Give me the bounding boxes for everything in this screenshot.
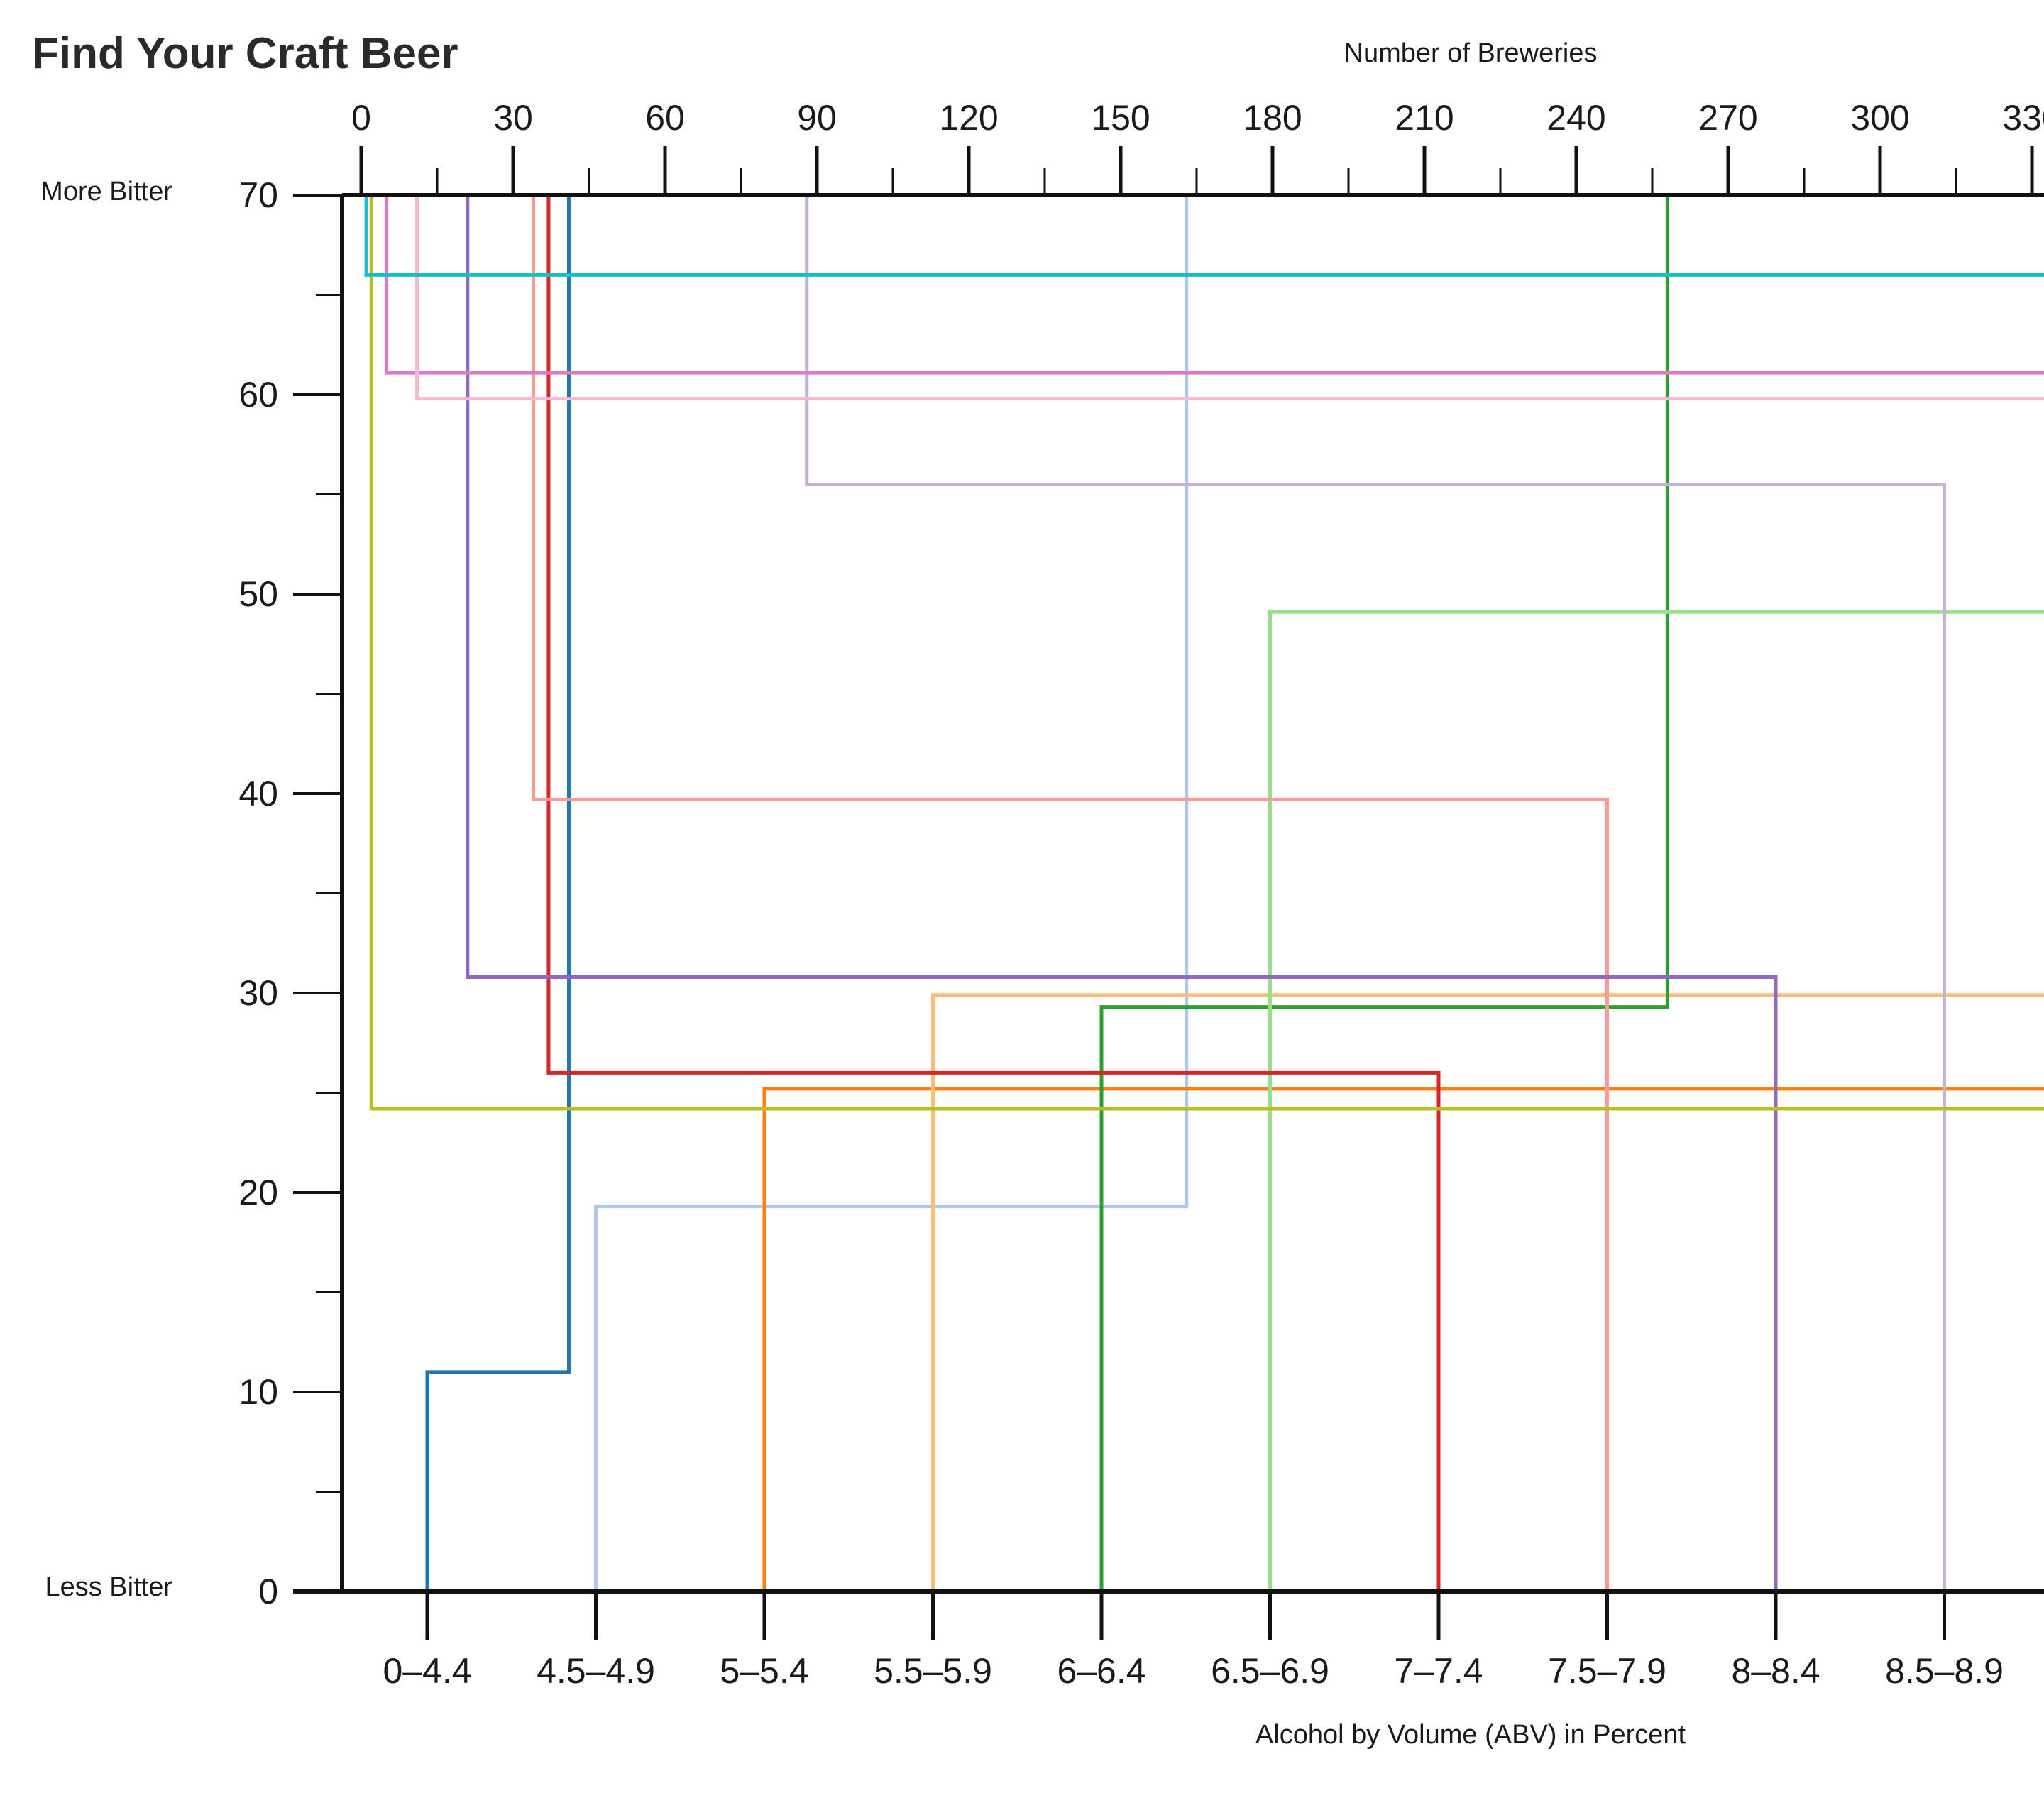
x-top-tick-label: 270 <box>1698 98 1757 138</box>
series-line-11 <box>387 195 2044 373</box>
x-bottom-tick-label: 6.5–6.9 <box>1211 1651 1329 1691</box>
y-tick-label: 0 <box>258 1572 278 1611</box>
x-bottom-tick-label: 5–5.4 <box>720 1651 808 1691</box>
y-tick-label: 30 <box>238 973 278 1013</box>
x-bottom-tick-label: 0–4.4 <box>383 1651 471 1691</box>
series-line-13 <box>366 195 2044 275</box>
y-tick-label: 50 <box>238 574 278 614</box>
x-bottom-tick-label: 8–8.4 <box>1731 1651 1820 1691</box>
x-top-tick-label: 90 <box>797 98 837 138</box>
x-top-axis-title: Number of Breweries <box>1344 38 1598 68</box>
series-line-2 <box>764 195 2044 1591</box>
x-top-tick-label: 30 <box>493 98 533 138</box>
series-line-1 <box>596 195 1187 1591</box>
x-top-tick-label: 210 <box>1395 98 1454 138</box>
x-top-tick-label: 60 <box>645 98 685 138</box>
series-line-3 <box>933 195 2044 1591</box>
x-top-tick-label: 150 <box>1091 98 1150 138</box>
y-tick-label: 60 <box>238 375 278 415</box>
series-line-12 <box>417 195 2044 399</box>
y-tick-label: 20 <box>238 1173 278 1212</box>
x-top-tick-label: 120 <box>939 98 998 138</box>
series-line-9 <box>807 195 1945 1591</box>
series-line-5 <box>1270 195 2044 1591</box>
y-tick-label: 10 <box>238 1372 278 1412</box>
x-bottom-axis-title: Alcohol by Volume (ABV) in Percent <box>1255 1720 1686 1750</box>
x-top-tick-label: 0 <box>351 98 371 138</box>
page-title: Find Your Craft Beer <box>32 28 458 79</box>
less-bitter-label: Less Bitter <box>45 1572 172 1602</box>
x-top-tick-label: 240 <box>1546 98 1605 138</box>
y-tick-label: 40 <box>238 774 278 813</box>
x-bottom-tick-label: 8.5–8.9 <box>1885 1651 2004 1691</box>
series-line-10 <box>371 195 2044 1109</box>
x-bottom-tick-label: 7.5–7.9 <box>1548 1651 1666 1691</box>
y-tick-label: 70 <box>238 175 278 215</box>
series-line-8 <box>468 195 1776 1591</box>
series-line-6 <box>549 195 1439 1591</box>
x-bottom-tick-label: 5.5–5.9 <box>874 1651 992 1691</box>
x-bottom-tick-label: 6–6.4 <box>1057 1651 1145 1691</box>
x-top-tick-label: 300 <box>1850 98 1909 138</box>
more-bitter-label: More Bitter <box>40 177 172 207</box>
x-top-tick-label: 180 <box>1243 98 1302 138</box>
x-top-tick-label: 330 <box>2002 98 2044 138</box>
x-bottom-tick-label: 4.5–4.9 <box>537 1651 655 1691</box>
x-bottom-tick-label: 7–7.4 <box>1394 1651 1483 1691</box>
series-line-7 <box>534 195 1608 1591</box>
